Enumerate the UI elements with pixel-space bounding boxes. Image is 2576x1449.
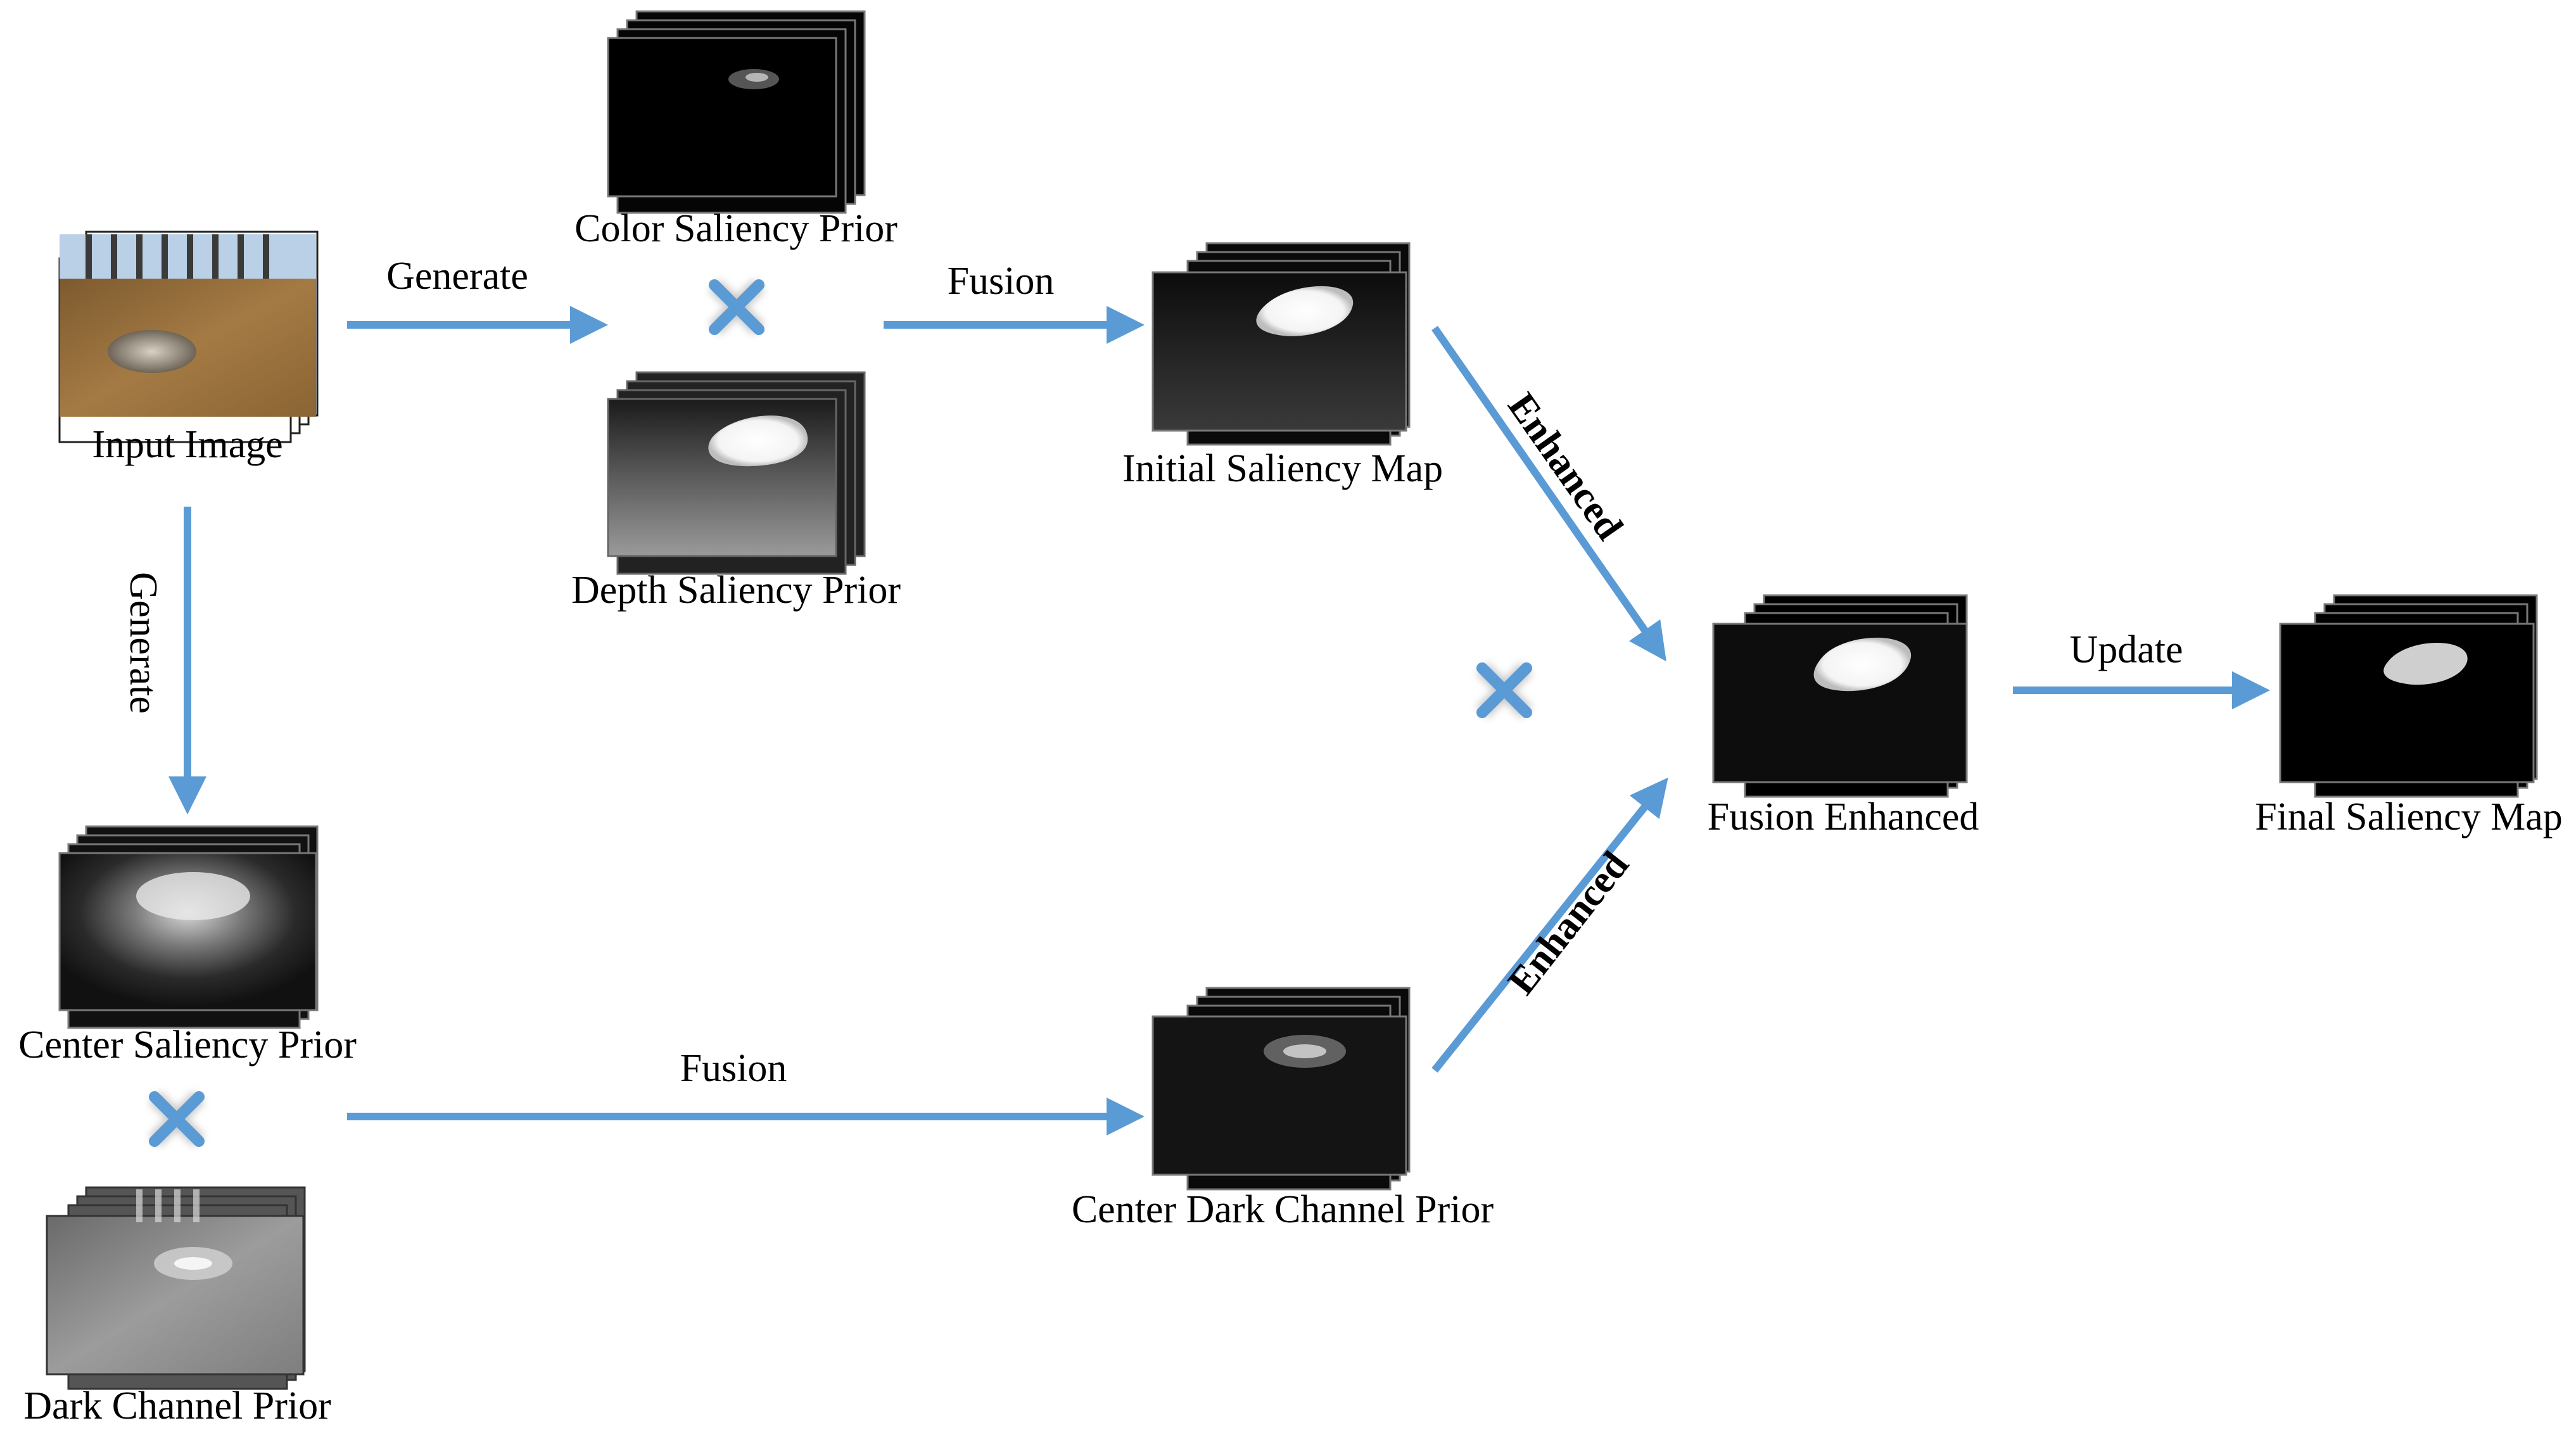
edge-enhanced-bottom-label: Enhanced [1500,844,1637,1003]
arrows [168,306,2270,1136]
fusion-enhanced-thumbnail [1712,594,1968,798]
fusion-enhanced-label: Fusion Enhanced [1708,795,1979,838]
final-saliency-map-thumbnail [2279,594,2538,798]
input-image-thumbnail [58,231,319,443]
depth-saliency-prior-thumbnail [607,371,866,575]
center-dark-channel-prior-thumbnail [1152,987,1411,1191]
color-saliency-prior-label: Color Saliency Prior [574,207,898,250]
multiply-icon [1476,662,1533,719]
edge-generate-side-label: Generate [122,572,165,714]
edge-fusion-top-label: Fusion [948,260,1055,303]
center-saliency-prior-label: Center Saliency Prior [18,1023,357,1066]
edge-generate-top-label: Generate [386,255,528,298]
color-saliency-prior-thumbnail [607,10,866,214]
input-image-label: Input Image [92,423,282,466]
initial-saliency-map-thumbnail [1152,242,1411,446]
multiply-icon [708,279,765,336]
multiply-icon [148,1091,205,1148]
depth-saliency-prior-label: Depth Saliency Prior [571,569,901,612]
edge-update-label: Update [2069,628,2183,671]
dark-channel-prior-thumbnail [46,1186,306,1390]
edge-fusion-bottom-label: Fusion [680,1047,787,1090]
arrow-enhanced-top [1431,326,1666,662]
center-dark-channel-prior-label: Center Dark Channel Prior [1072,1188,1494,1231]
arrow-enhanced-bottom [1431,777,1668,1073]
final-saliency-map-label: Final Saliency Map [2255,795,2563,838]
initial-saliency-map-label: Initial Saliency Map [1122,447,1443,490]
center-saliency-prior-thumbnail [58,825,319,1029]
dark-channel-prior-label: Dark Channel Prior [23,1384,331,1427]
edge-enhanced-top-label: Enhanced [1499,385,1631,547]
